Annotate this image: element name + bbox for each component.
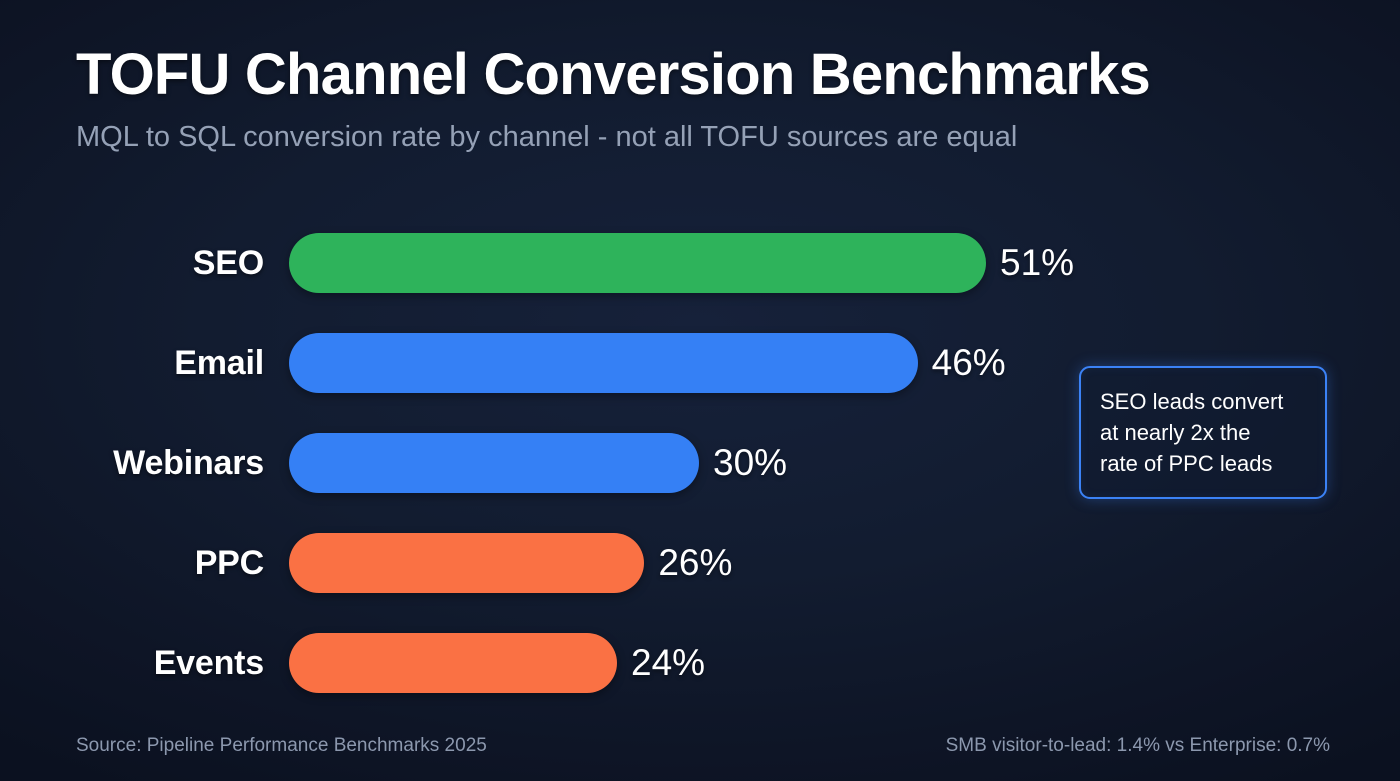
bar-value-label: 24% (631, 642, 706, 683)
bar-value-label: 30% (713, 442, 788, 483)
bar-track: 51% (289, 233, 1400, 293)
bar-fill (289, 533, 645, 593)
bar-fill (289, 233, 986, 293)
callout-text: SEO leads convert at nearly 2x the rate … (1100, 388, 1284, 477)
bar-row: Email 46% (0, 313, 1400, 413)
bar-category-label: PPC (194, 543, 265, 582)
bar-track: 46% (289, 333, 1400, 393)
bar-fill (289, 433, 699, 493)
source-note: Source: Pipeline Performance Benchmarks … (76, 735, 487, 756)
bar-fill (289, 333, 918, 393)
bar-category-label: Events (153, 643, 264, 682)
bar-value-label: 46% (931, 342, 1006, 383)
bar-category-label: Email (174, 343, 264, 382)
bar-row: Webinars 30% (0, 413, 1400, 513)
bar-category-label: Webinars (113, 443, 264, 482)
bar-value-label: 26% (658, 542, 733, 583)
bar-category-label: SEO (192, 243, 264, 282)
callout-box: SEO leads convert at nearly 2x the rate … (1079, 366, 1327, 499)
page-title: TOFU Channel Conversion Benchmarks (76, 42, 1151, 107)
bar-row: Events 24% (0, 613, 1400, 713)
bar-track: 30% (289, 433, 1400, 493)
bar-row: PPC 26% (0, 513, 1400, 613)
chart-header: TOFU Channel Conversion Benchmarks MQL t… (76, 42, 1330, 153)
bar-fill (289, 633, 617, 693)
page-subtitle: MQL to SQL conversion rate by channel - … (76, 120, 1018, 153)
benchmark-note: SMB visitor-to-lead: 1.4% vs Enterprise:… (945, 735, 1330, 756)
bar-value-label: 51% (1000, 242, 1075, 283)
bar-chart: SEO 51% Email 46% Webinars 30% PPC 26% Events 24% (0, 213, 1400, 713)
chart-footer: Source: Pipeline Performance Benchmarks … (76, 735, 1330, 757)
bar-track: 26% (289, 533, 1400, 593)
bar-row: SEO 51% (0, 213, 1400, 313)
bar-track: 24% (289, 633, 1400, 693)
